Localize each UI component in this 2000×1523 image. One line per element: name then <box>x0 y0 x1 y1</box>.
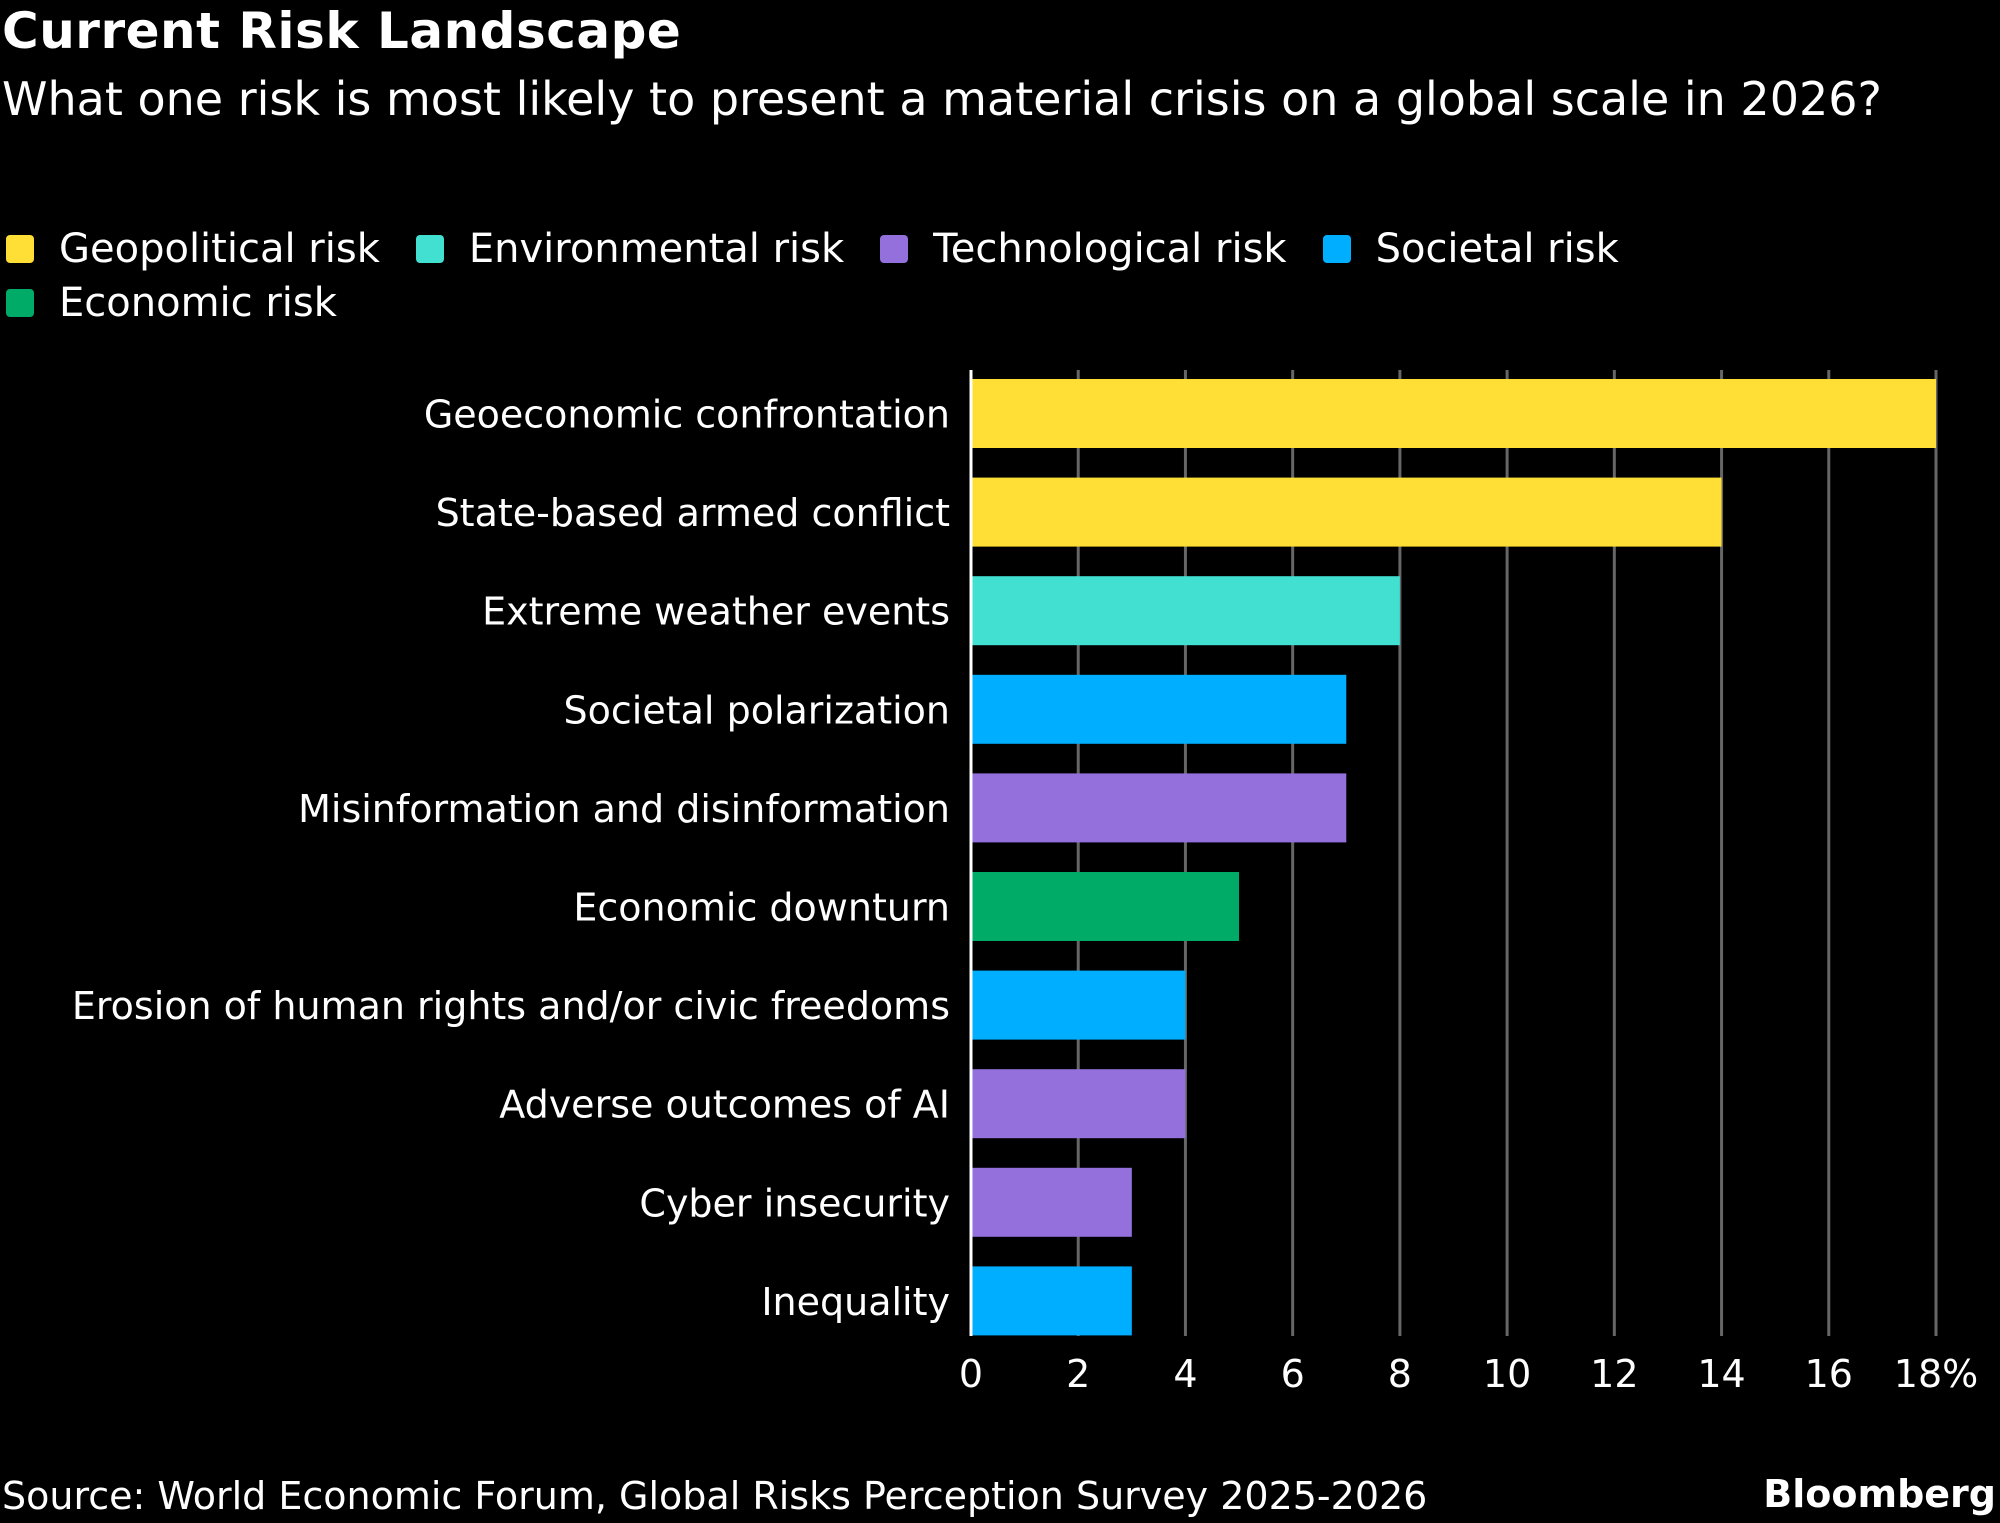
category-labels: Geoeconomic confrontation State-based arm… <box>72 393 950 1324</box>
x-tick-label: 8 <box>1388 1352 1412 1396</box>
category-label: Economic downturn <box>573 886 950 930</box>
bar <box>971 1069 1186 1139</box>
category-label: Inequality <box>761 1280 950 1324</box>
legend-swatch-economic <box>6 289 34 317</box>
x-tick-label: 14 <box>1697 1352 1745 1396</box>
x-tick-label: 16 <box>1805 1352 1853 1396</box>
bar <box>971 576 1400 646</box>
category-label: Extreme weather events <box>482 590 950 634</box>
x-tick-label: 10 <box>1483 1352 1531 1396</box>
chart-subtitle: What one risk is most likely to present … <box>2 72 1882 126</box>
bar <box>971 674 1347 744</box>
category-label: Societal polarization <box>564 688 950 732</box>
bar <box>971 1167 1132 1237</box>
bar <box>971 1266 1132 1336</box>
legend-swatch-technological <box>880 235 909 263</box>
legend-item-technological: Technological risk <box>880 226 1287 272</box>
legend-swatch-environmental <box>415 235 444 263</box>
x-tick-label: 6 <box>1281 1352 1305 1396</box>
x-tick-label: 0 <box>959 1352 983 1396</box>
x-tick-labels: 0 2 4 6 8 10 12 14 16 18% <box>959 1352 1978 1396</box>
bars <box>971 379 1936 1336</box>
bloomberg-logo: Bloomberg <box>1763 1472 1996 1516</box>
legend-swatch-societal <box>1322 235 1351 263</box>
legend-swatch-geopolitical <box>6 235 34 263</box>
legend-item-environmental: Environmental risk <box>415 226 845 272</box>
category-label: Geoeconomic confrontation <box>424 393 950 437</box>
legend-label: Technological risk <box>933 226 1287 272</box>
legend-label: Environmental risk <box>468 226 845 272</box>
legend-item-economic: Economic risk <box>6 280 337 326</box>
category-label: Erosion of human rights and/or civic fre… <box>72 984 950 1028</box>
category-label: Adverse outcomes of AI <box>499 1083 950 1127</box>
bar <box>971 872 1240 941</box>
legend-item-societal: Societal risk <box>1322 226 1619 272</box>
x-tick-label: 2 <box>1066 1352 1090 1396</box>
chart-title: Current Risk Landscape <box>2 2 682 60</box>
bar <box>971 477 1722 547</box>
x-tick-label: 4 <box>1173 1352 1197 1396</box>
bar <box>971 970 1186 1040</box>
legend-item-geopolitical: Geopolitical risk <box>6 226 380 272</box>
source-note: Source: World Economic Forum, Global Ris… <box>2 1474 1428 1518</box>
bar <box>971 773 1347 843</box>
legend-label: Geopolitical risk <box>59 226 380 272</box>
category-label: State-based armed conflict <box>436 491 950 535</box>
category-label: Cyber insecurity <box>639 1181 950 1225</box>
category-label: Misinformation and disinformation <box>298 787 950 831</box>
x-tick-label: 12 <box>1590 1352 1638 1396</box>
legend: Geopolitical risk Environmental risk Tec… <box>6 222 1806 330</box>
legend-label: Societal risk <box>1375 226 1619 272</box>
legend-label: Economic risk <box>59 280 337 326</box>
bar <box>971 379 1936 448</box>
x-tick-label: 18% <box>1894 1352 1978 1396</box>
